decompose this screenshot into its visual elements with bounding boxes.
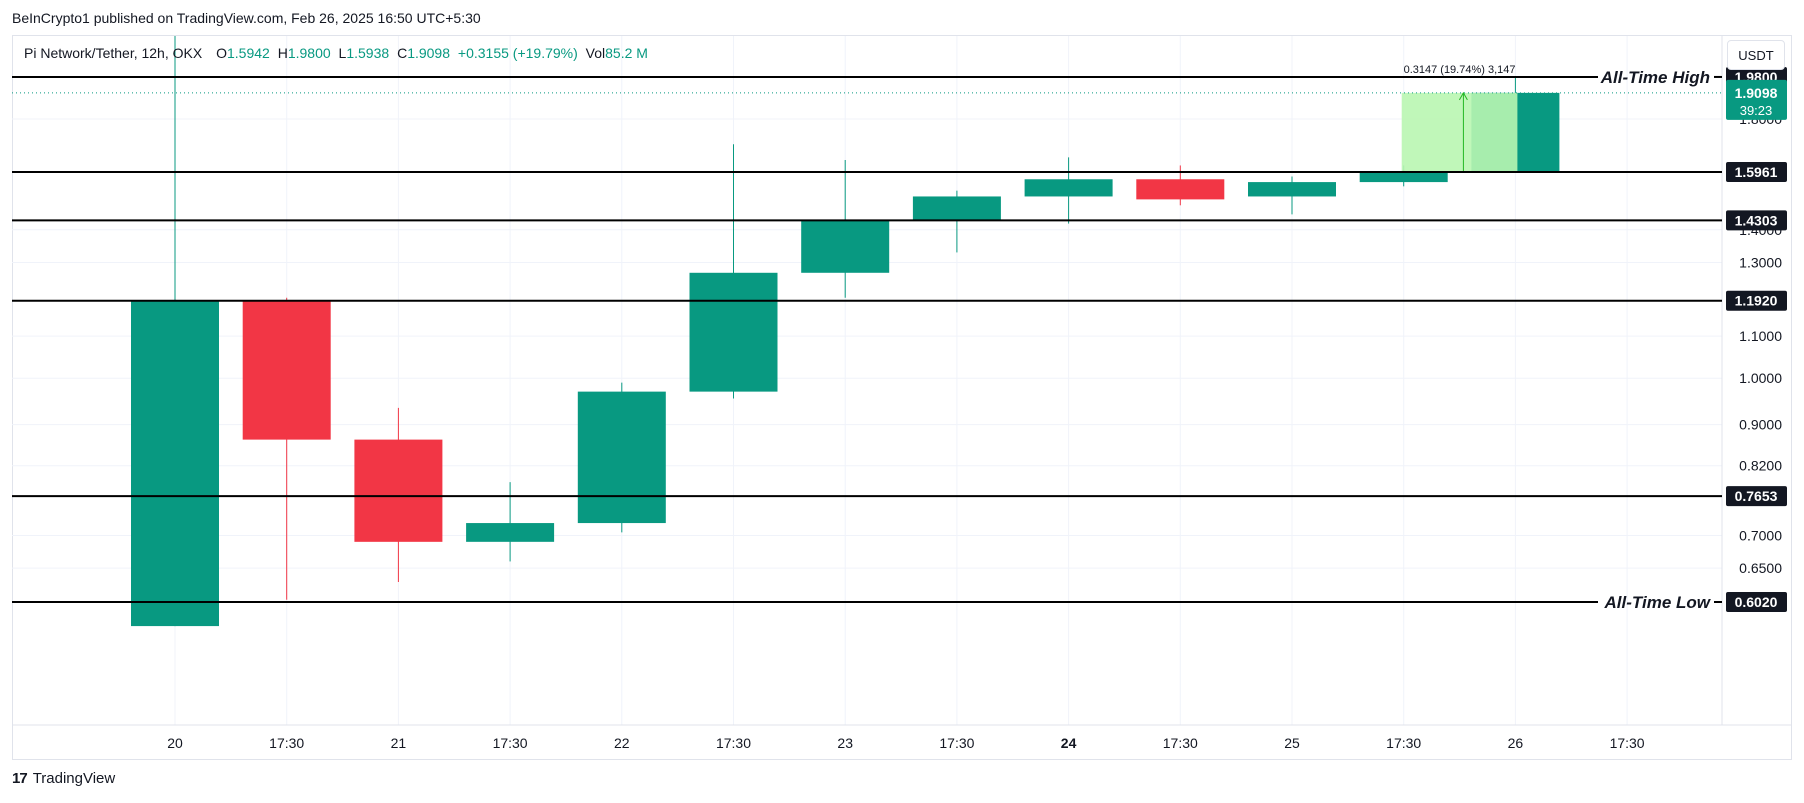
all-time-low-annotation: All-Time Low [1604,593,1712,612]
x-tick-label: 17:30 [1610,735,1645,751]
close-value: 1.9098 [407,45,451,61]
candle-body [1136,179,1225,200]
x-tick-label: 23 [837,735,853,751]
candles-group [131,36,1560,627]
x-tick-label: 17:30 [493,735,528,751]
x-tick-label: 17:30 [939,735,974,751]
x-tick-label: 26 [1508,735,1524,751]
price-range-label: 0.3147 (19.74%) 3,147 [1404,64,1516,76]
y-tick-label: 0.9000 [1739,417,1782,433]
candle-body [1359,172,1448,183]
candle-body [912,196,1001,221]
level-price-tag [1726,210,1787,231]
close-label: C [397,45,408,61]
level-price-label: 1.4303 [1735,212,1778,228]
level-price-label: 0.7653 [1735,488,1778,504]
publisher-credit: BeInCrypto1 published on TradingView.com… [12,10,481,26]
tradingview-logo-icon: 17 [12,770,28,787]
candle-body [577,391,666,524]
tradingview-logo[interactable]: 17 TradingView [12,770,115,787]
last-price-tag [1726,79,1787,120]
y-tick-label: 1.1000 [1739,328,1782,344]
all-time-high-annotation: All-Time High [1600,68,1710,87]
candle-body [801,220,890,273]
bar-countdown-label: 39:23 [1740,103,1773,118]
candle-body [1024,179,1113,197]
change-value: +0.3155 (+19.79%) [457,45,578,61]
candle-body [131,300,219,627]
candle-body [354,439,443,542]
price-range-box [1401,92,1518,172]
currency-button[interactable]: USDT [1727,40,1785,70]
high-value: 1.9800 [287,45,331,61]
candle-body [466,523,555,542]
open-label: O [216,45,227,61]
x-tick-label: 17:30 [269,735,304,751]
candle-body [1248,182,1336,197]
level-price-tag [1726,486,1787,507]
last-price-label: 1.9098 [1735,85,1778,101]
low-value: 1.5938 [346,45,390,61]
level-price-label: 0.6020 [1735,594,1778,610]
candle-body [689,272,778,392]
x-tick-label: 24 [1061,735,1077,751]
price-range-arrowhead [1458,91,1468,101]
x-tick-label: 20 [167,735,183,751]
x-tick-label: 17:30 [716,735,751,751]
level-price-tag [1726,592,1787,612]
x-tick-label: 17:30 [1386,735,1421,751]
x-tick-label: 17:30 [1163,735,1198,751]
volume-value: 85.2 M [605,45,648,61]
y-tick-label: 0.8200 [1739,458,1782,474]
level-price-label: 1.1920 [1735,293,1778,309]
symbol-legend: Pi Network/Tether, 12h, OKX O1.5942 H1.9… [24,45,648,61]
open-value: 1.5942 [226,45,270,61]
x-tick-label: 21 [391,735,407,751]
volume-label: Vol [585,45,606,61]
y-tick-label: 0.7000 [1739,527,1782,543]
x-tick-label: 22 [614,735,630,751]
candle-body [242,300,331,440]
symbol-name[interactable]: Pi Network/Tether, 12h, OKX [24,45,203,61]
level-price-tag [1726,290,1787,311]
level-price-label: 1.5961 [1735,164,1778,180]
y-tick-label: 0.6500 [1739,560,1782,576]
tradingview-logo-text: TradingView [32,770,116,787]
high-label: H [277,45,288,61]
chart-frame [12,35,1792,760]
level-price-tag [1726,162,1787,182]
x-tick-label: 25 [1284,735,1300,751]
y-tick-label: 1.3000 [1739,254,1782,270]
low-label: L [338,45,347,61]
y-tick-label: 1.0000 [1739,370,1782,386]
